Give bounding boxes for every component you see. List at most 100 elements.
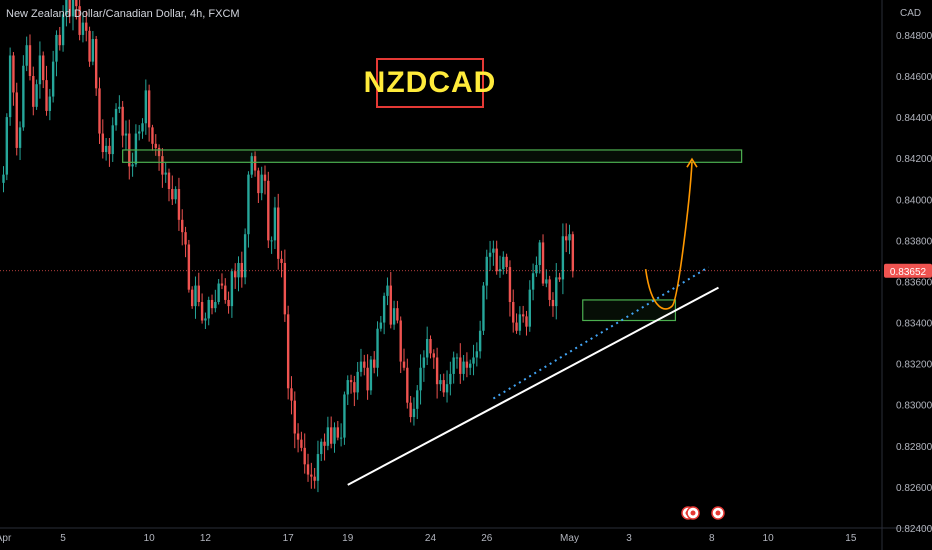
candle bbox=[359, 361, 363, 372]
price-tick-label: 0.84200 bbox=[896, 154, 932, 165]
candle bbox=[151, 127, 154, 144]
candle bbox=[280, 258, 283, 263]
candle bbox=[243, 234, 247, 278]
last-price-label: 0.83652 bbox=[890, 267, 927, 278]
candle bbox=[525, 316, 528, 327]
candle bbox=[38, 55, 42, 85]
candle bbox=[131, 164, 134, 167]
candle bbox=[290, 388, 293, 401]
candle bbox=[498, 269, 502, 272]
candle bbox=[373, 359, 376, 368]
candle bbox=[58, 34, 61, 46]
projection-arrow[interactable] bbox=[644, 162, 693, 310]
candle bbox=[548, 279, 551, 300]
candle bbox=[535, 265, 538, 274]
candle bbox=[376, 328, 379, 368]
candle bbox=[363, 361, 366, 368]
price-tick-label: 0.83000 bbox=[896, 401, 932, 412]
candle bbox=[485, 256, 488, 286]
trendline[interactable] bbox=[347, 286, 719, 486]
candle bbox=[488, 252, 492, 257]
economic-event-icon-dot bbox=[690, 510, 696, 516]
candle bbox=[306, 464, 310, 475]
candle bbox=[508, 267, 512, 303]
price-tick-label: 0.82800 bbox=[896, 442, 932, 453]
candle bbox=[181, 219, 184, 233]
resistance-zone[interactable] bbox=[122, 149, 743, 163]
candle bbox=[78, 6, 81, 35]
candle bbox=[224, 285, 227, 300]
candle bbox=[459, 357, 462, 374]
candle bbox=[336, 427, 340, 438]
candle bbox=[558, 277, 561, 280]
candle bbox=[313, 476, 316, 481]
candle bbox=[346, 380, 349, 395]
time-tick-label: 5 bbox=[60, 533, 66, 544]
candle bbox=[462, 361, 465, 374]
price-tick-label: 0.84400 bbox=[896, 113, 932, 124]
candle bbox=[190, 289, 194, 307]
last-price-tag bbox=[884, 263, 932, 278]
candle bbox=[541, 242, 545, 284]
candle bbox=[329, 427, 333, 444]
candle bbox=[492, 248, 495, 253]
candle bbox=[402, 361, 406, 368]
candle bbox=[32, 76, 35, 107]
candle bbox=[512, 302, 515, 323]
candle bbox=[194, 285, 197, 307]
candle bbox=[293, 400, 296, 434]
candle bbox=[399, 320, 402, 362]
candle bbox=[518, 314, 522, 331]
time-tick-label: 10 bbox=[144, 533, 156, 544]
price-tick-label: 0.83200 bbox=[896, 360, 932, 371]
candle bbox=[61, 14, 65, 46]
candle bbox=[449, 373, 452, 385]
price-tick-label: 0.82400 bbox=[896, 524, 932, 535]
candle bbox=[118, 106, 121, 109]
time-tick-label: 24 bbox=[425, 533, 437, 544]
candle bbox=[227, 299, 230, 307]
candle bbox=[369, 359, 373, 391]
candle bbox=[161, 156, 164, 175]
candle bbox=[174, 189, 177, 200]
candle bbox=[204, 318, 207, 321]
candle bbox=[495, 248, 498, 272]
candle bbox=[124, 133, 128, 136]
candle bbox=[429, 338, 432, 354]
candle bbox=[515, 322, 518, 331]
candle bbox=[502, 256, 505, 270]
candle bbox=[528, 289, 531, 327]
candle bbox=[75, 0, 78, 7]
candle bbox=[419, 367, 422, 391]
candle bbox=[472, 357, 475, 364]
candle bbox=[68, 0, 71, 17]
candle bbox=[531, 273, 535, 290]
dotted-trendline[interactable] bbox=[492, 266, 710, 400]
candle bbox=[91, 39, 95, 62]
candle bbox=[439, 380, 442, 385]
candle bbox=[379, 322, 383, 329]
candle bbox=[214, 302, 217, 309]
candle bbox=[339, 437, 343, 439]
candle bbox=[94, 39, 98, 89]
candle bbox=[167, 172, 171, 190]
candle bbox=[412, 408, 416, 418]
candle bbox=[230, 271, 234, 307]
economic-event-icon-dot bbox=[715, 510, 721, 516]
time-tick-label: 3 bbox=[626, 533, 632, 544]
candle bbox=[366, 367, 369, 391]
candle bbox=[101, 133, 104, 153]
candle bbox=[240, 262, 244, 278]
candle bbox=[5, 117, 9, 175]
candle bbox=[445, 384, 449, 393]
candle bbox=[455, 357, 459, 359]
candle bbox=[296, 433, 300, 440]
candle bbox=[157, 147, 161, 157]
candle bbox=[42, 55, 45, 81]
candle bbox=[45, 80, 48, 111]
candle bbox=[154, 143, 157, 148]
time-tick-label: 10 bbox=[763, 533, 775, 544]
candle bbox=[187, 244, 191, 290]
candle bbox=[88, 30, 91, 62]
